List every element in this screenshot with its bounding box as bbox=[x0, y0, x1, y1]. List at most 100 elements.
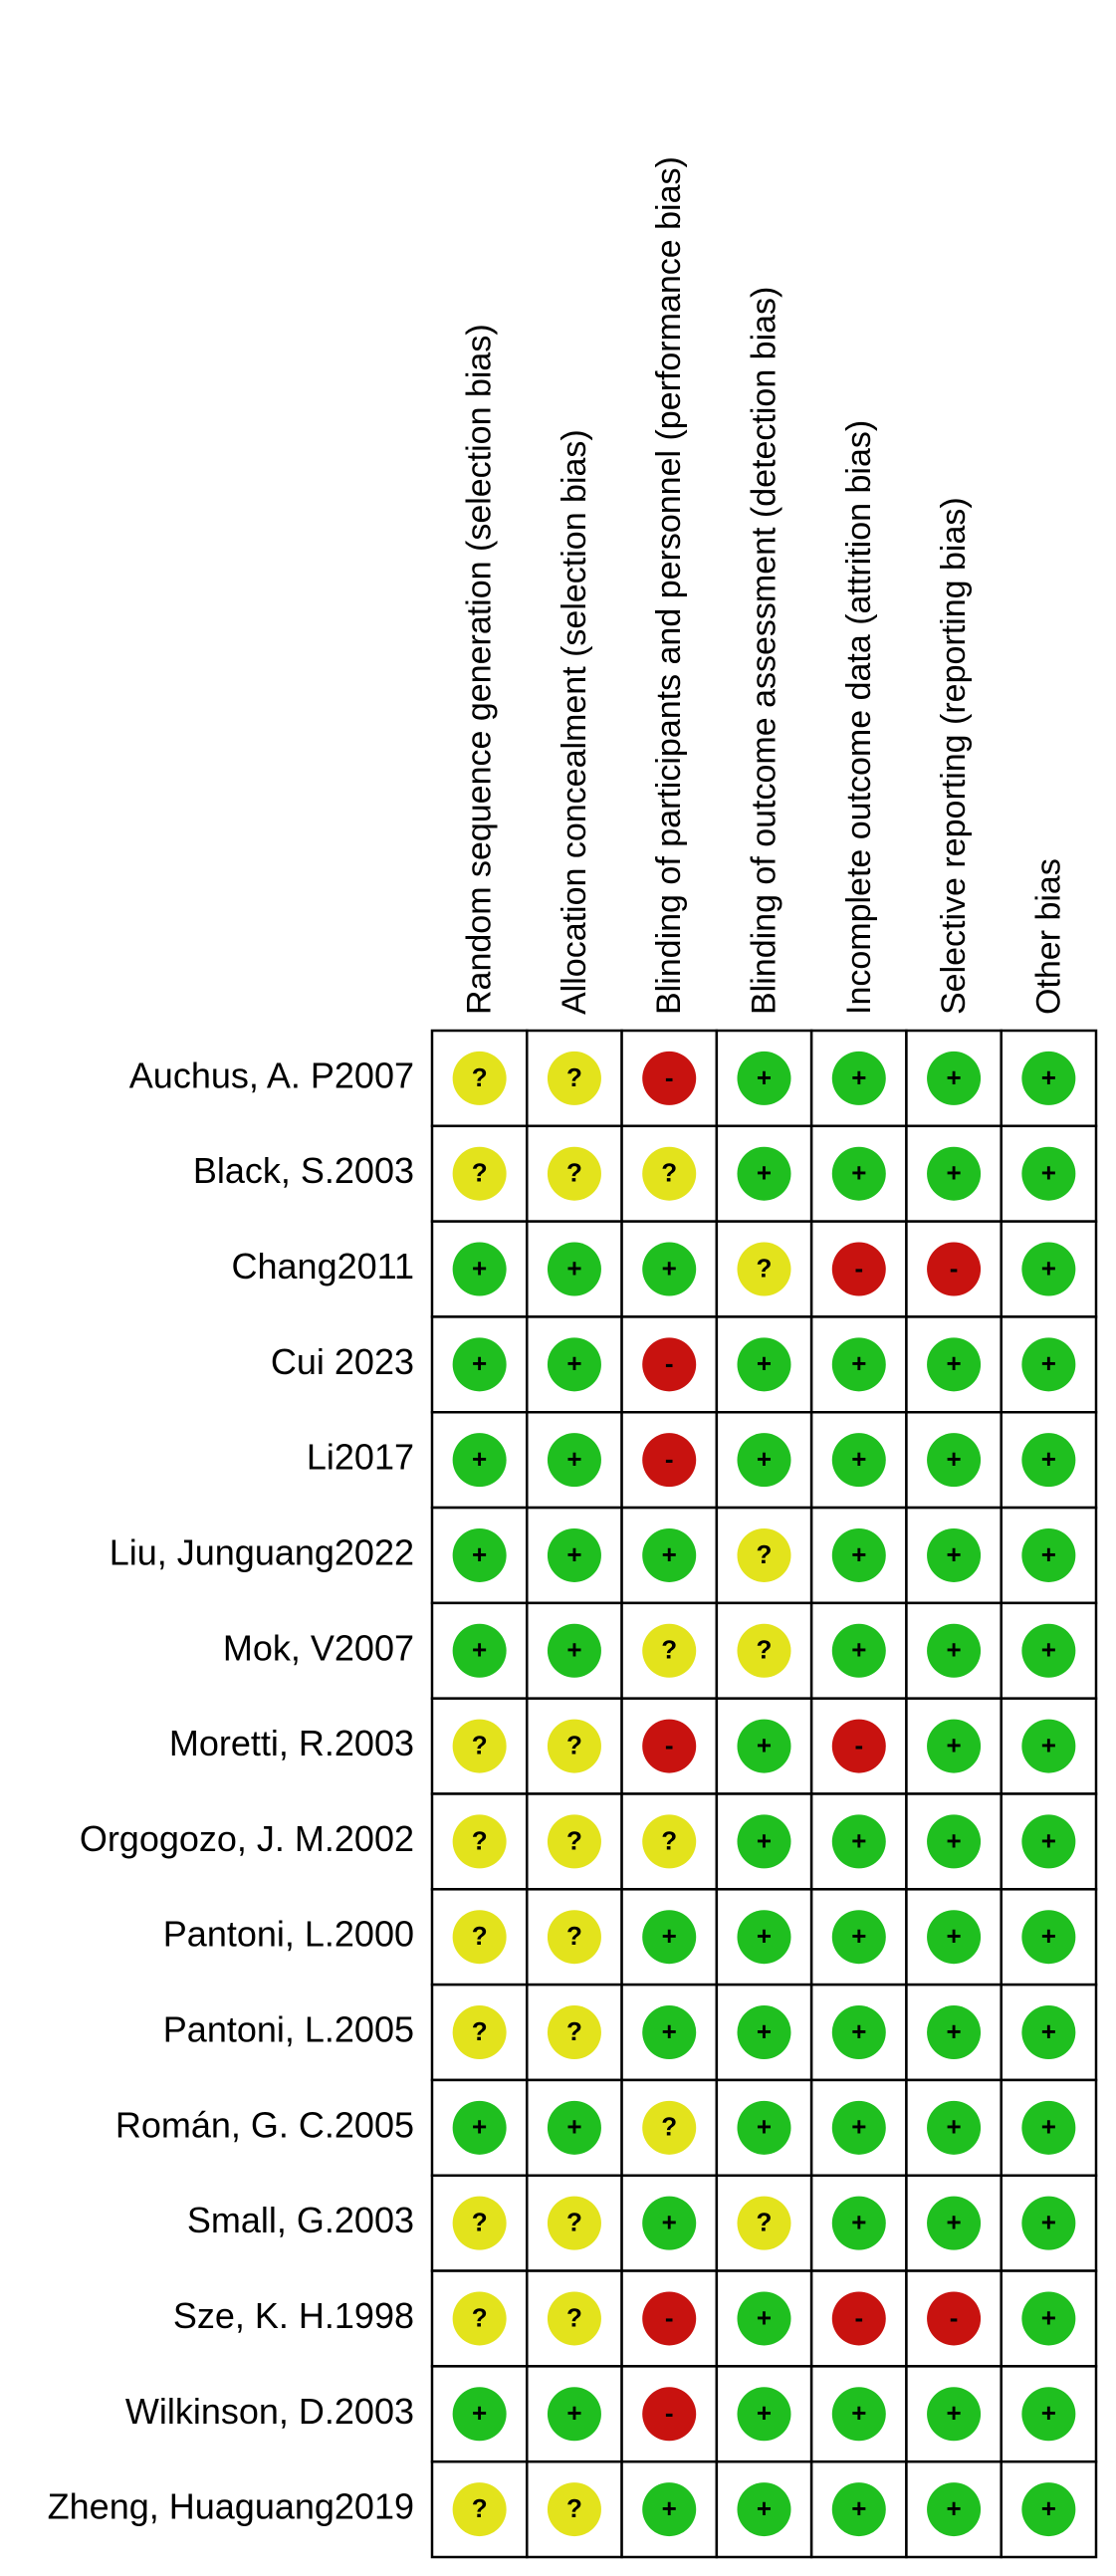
judgment-symbol: ? bbox=[566, 2016, 582, 2046]
judgment-symbol: ? bbox=[472, 1158, 488, 1188]
judgment-circle bbox=[642, 2387, 697, 2442]
judgment-circle bbox=[927, 2196, 982, 2250]
judgment-symbol: + bbox=[946, 1825, 961, 1855]
judgment-circle bbox=[452, 1242, 507, 1296]
judgment-circle bbox=[831, 2291, 886, 2346]
judgment-symbol: + bbox=[851, 1921, 866, 1951]
judgment-circle bbox=[737, 1146, 791, 1201]
judgment-symbol: + bbox=[472, 1348, 487, 1378]
judgment-circle bbox=[927, 1242, 982, 1296]
judgment-symbol: + bbox=[757, 1444, 772, 1474]
judgment-symbol: + bbox=[757, 1062, 772, 1092]
judgment-symbol: + bbox=[1041, 2112, 1056, 2142]
judgment-circle bbox=[452, 1433, 507, 1488]
judgment-circle bbox=[547, 1146, 601, 1201]
judgment-circle bbox=[927, 1146, 982, 1201]
judgment-circle bbox=[452, 1527, 507, 1582]
judgment-circle bbox=[1021, 2482, 1076, 2537]
study-name: Pantoni, L.2000 bbox=[163, 1914, 414, 1955]
judgment-circle bbox=[737, 2005, 791, 2060]
judgment-circle bbox=[737, 1719, 791, 1773]
judgment-circle bbox=[1021, 1623, 1076, 1678]
judgment-circle bbox=[547, 2482, 601, 2537]
judgment-symbol: - bbox=[854, 1253, 863, 1283]
judgment-symbol: + bbox=[566, 1635, 581, 1665]
study-name: Sze, K. H.1998 bbox=[173, 2295, 414, 2336]
judgment-circle bbox=[1021, 2387, 1076, 2442]
judgment-symbol: ? bbox=[757, 1635, 773, 1665]
judgment-circle bbox=[927, 1051, 982, 1105]
judgment-circle bbox=[1021, 1719, 1076, 1773]
judgment-circle bbox=[737, 2482, 791, 2537]
judgment-circle bbox=[452, 2482, 507, 2537]
judgment-symbol: + bbox=[662, 2016, 677, 2046]
judgment-circle bbox=[452, 1814, 507, 1869]
judgment-symbol: + bbox=[851, 2493, 866, 2523]
judgment-symbol: + bbox=[851, 1062, 866, 1092]
judgment-symbol: + bbox=[1041, 1348, 1056, 1378]
judgment-symbol: ? bbox=[472, 2208, 488, 2237]
judgment-circle bbox=[1021, 2291, 1076, 2346]
judgment-circle bbox=[737, 2100, 791, 2155]
judgment-symbol: + bbox=[851, 2208, 866, 2237]
judgment-circle bbox=[831, 2482, 886, 2537]
study-name: Pantoni, L.2005 bbox=[163, 2009, 414, 2050]
judgment-symbol: + bbox=[757, 2493, 772, 2523]
study-name: Auchus, A. P2007 bbox=[129, 1054, 414, 1095]
judgment-symbol: + bbox=[1041, 1158, 1056, 1188]
judgment-symbol: + bbox=[566, 2398, 581, 2428]
judgment-symbol: ? bbox=[566, 2493, 582, 2523]
judgment-symbol: + bbox=[946, 1730, 961, 1759]
judgment-circle bbox=[927, 2100, 982, 2155]
judgment-circle bbox=[831, 2005, 886, 2060]
judgment-symbol: ? bbox=[472, 1825, 488, 1855]
judgment-symbol: + bbox=[946, 2016, 961, 2046]
judgment-symbol: ? bbox=[566, 1730, 582, 1759]
judgment-symbol: + bbox=[946, 1158, 961, 1188]
judgment-symbol: + bbox=[851, 2016, 866, 2046]
column-header: Random sequence generation (selection bi… bbox=[461, 324, 499, 1015]
judgment-circle bbox=[737, 1433, 791, 1488]
column-header: Blinding of outcome assessment (detectio… bbox=[746, 287, 783, 1015]
judgment-circle bbox=[831, 1910, 886, 1965]
judgment-circle bbox=[642, 1337, 697, 1392]
judgment-symbol: ? bbox=[566, 1921, 582, 1951]
judgment-symbol: ? bbox=[472, 2016, 488, 2046]
judgment-circle bbox=[452, 1051, 507, 1105]
judgment-symbol: - bbox=[854, 2302, 863, 2332]
judgment-circle bbox=[1021, 1051, 1076, 1105]
judgment-circle bbox=[452, 1146, 507, 1201]
judgment-circle bbox=[642, 1623, 697, 1678]
judgment-circle bbox=[452, 2100, 507, 2155]
judgment-circle bbox=[831, 2196, 886, 2250]
judgment-circle bbox=[1021, 1814, 1076, 1869]
judgment-circle bbox=[547, 1051, 601, 1105]
judgment-symbol: + bbox=[946, 1539, 961, 1569]
judgment-symbol: + bbox=[757, 2112, 772, 2142]
judgment-symbol: + bbox=[1041, 2493, 1056, 2523]
judgment-symbol: + bbox=[472, 1253, 487, 1283]
judgment-symbol: ? bbox=[757, 2208, 773, 2237]
judgment-circle bbox=[831, 1814, 886, 1869]
judgment-symbol: ? bbox=[661, 1158, 677, 1188]
judgment-symbol: + bbox=[1041, 1539, 1056, 1569]
judgment-circle bbox=[547, 2387, 601, 2442]
judgment-circle bbox=[642, 1242, 697, 1296]
column-header: Other bias bbox=[1029, 858, 1067, 1015]
column-header: Allocation concealment (selection bias) bbox=[556, 429, 593, 1015]
study-name: Román, G. C.2005 bbox=[115, 2104, 414, 2145]
judgment-symbol: ? bbox=[661, 1635, 677, 1665]
judgment-circle bbox=[831, 1242, 886, 1296]
judgment-circle bbox=[831, 1623, 886, 1678]
judgment-circle bbox=[831, 1719, 886, 1773]
judgment-symbol: + bbox=[1041, 1062, 1056, 1092]
judgment-circle bbox=[642, 2291, 697, 2346]
judgment-symbol: ? bbox=[472, 2302, 488, 2332]
judgment-symbol: + bbox=[1041, 1444, 1056, 1474]
judgment-circle bbox=[642, 2196, 697, 2250]
judgment-symbol: + bbox=[472, 1539, 487, 1569]
judgment-circle bbox=[642, 1719, 697, 1773]
judgment-symbol: ? bbox=[757, 1253, 773, 1283]
judgment-symbol: + bbox=[662, 2493, 677, 2523]
